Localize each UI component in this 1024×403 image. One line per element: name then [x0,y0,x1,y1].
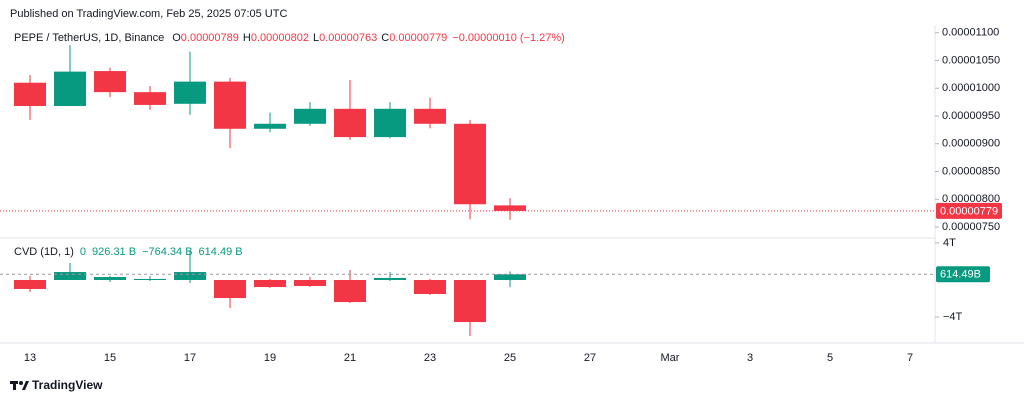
y-tick-label: 4T [943,237,956,249]
candle-body [494,205,526,211]
legend: CVD (1D, 1) 0 926.31 B −764.34 B 614.49 B [14,246,243,258]
legend-title: PEPE / TetherUS, 1D, Binance [14,32,164,44]
candle-body [494,274,526,280]
candle-body [454,123,486,205]
candle-body [294,279,326,287]
candle-body [254,123,286,129]
legend-value: 0.00000789 [181,32,239,44]
y-tick-label: 0.00001050 [942,54,1000,66]
x-tick-label: 7 [907,352,913,364]
legend-title: CVD (1D, 1) [14,246,74,258]
y-tick-label: 0.00000950 [942,110,1000,122]
candle-body [214,279,246,299]
candle-body [374,108,406,138]
candle-body [134,92,166,105]
candle-body [374,277,406,280]
legend-value: 926.31 B [92,246,136,258]
candle-body [14,82,46,107]
candle-body [454,279,486,323]
y-tick-label: −4T [943,311,963,323]
candle-body [414,108,446,124]
y-tick-label: 0.00000750 [942,221,1000,233]
candle-body [334,108,366,138]
y-tick-label: 0.00001000 [942,82,1000,94]
candle-body [54,272,86,280]
candle-body [294,108,326,124]
legend-label: O [172,32,181,44]
candle-body [254,279,286,288]
y-tick-label: 0.00000900 [942,138,1000,150]
x-tick-label: 21 [344,352,356,364]
candle-body [174,81,206,104]
legend-value: 0.00000763 [319,32,377,44]
x-tick-label: 17 [184,352,196,364]
legend: PEPE / TetherUS, 1D, Binance O0.00000789 H… [14,32,565,44]
x-tick-label: 5 [827,352,833,364]
x-tick-label: 19 [264,352,276,364]
candle-body [14,279,46,289]
legend-change: −0.00000010 (−1.27%) [452,32,565,44]
x-tick-label: 15 [104,352,116,364]
candle-body [54,71,86,107]
x-tick-label: 27 [584,352,596,364]
footer-brand: TradingView [32,378,103,392]
last-value-box [936,266,990,283]
x-tick-label: 25 [504,352,516,364]
legend-value: 0 [80,246,86,258]
legend-value: 0.00000802 [251,32,309,44]
candle-body [94,277,126,280]
legend-label: H [243,32,251,44]
candle-body [414,279,446,294]
x-tick-label: 23 [424,352,436,364]
legend-value: −764.34 B [142,246,192,258]
last-value-label: 0.00000779 [940,205,998,217]
legend-label: L [313,32,319,44]
legend-label: C [381,32,389,44]
y-tick-label: 0.00000800 [942,193,1000,205]
x-tick-label: 13 [24,352,36,364]
publish-header: Published on TradingView.com, Feb 25, 20… [10,8,287,20]
last-value-label: 614.49B [940,269,981,281]
legend-value: 0.00000779 [389,32,447,44]
candle-body [334,279,366,303]
y-tick-label: 0.00000850 [942,165,1000,177]
candle-body [174,272,206,280]
last-value-box [936,202,1002,219]
x-tick-label: 3 [747,352,753,364]
y-tick-label: 0.00001100 [942,27,999,39]
candle-body [134,278,166,280]
candle-body [214,81,246,129]
legend-value: 614.49 B [199,246,243,258]
candle-body [94,71,126,93]
footer-logo [10,381,29,390]
x-tick-label: Mar [661,352,680,364]
